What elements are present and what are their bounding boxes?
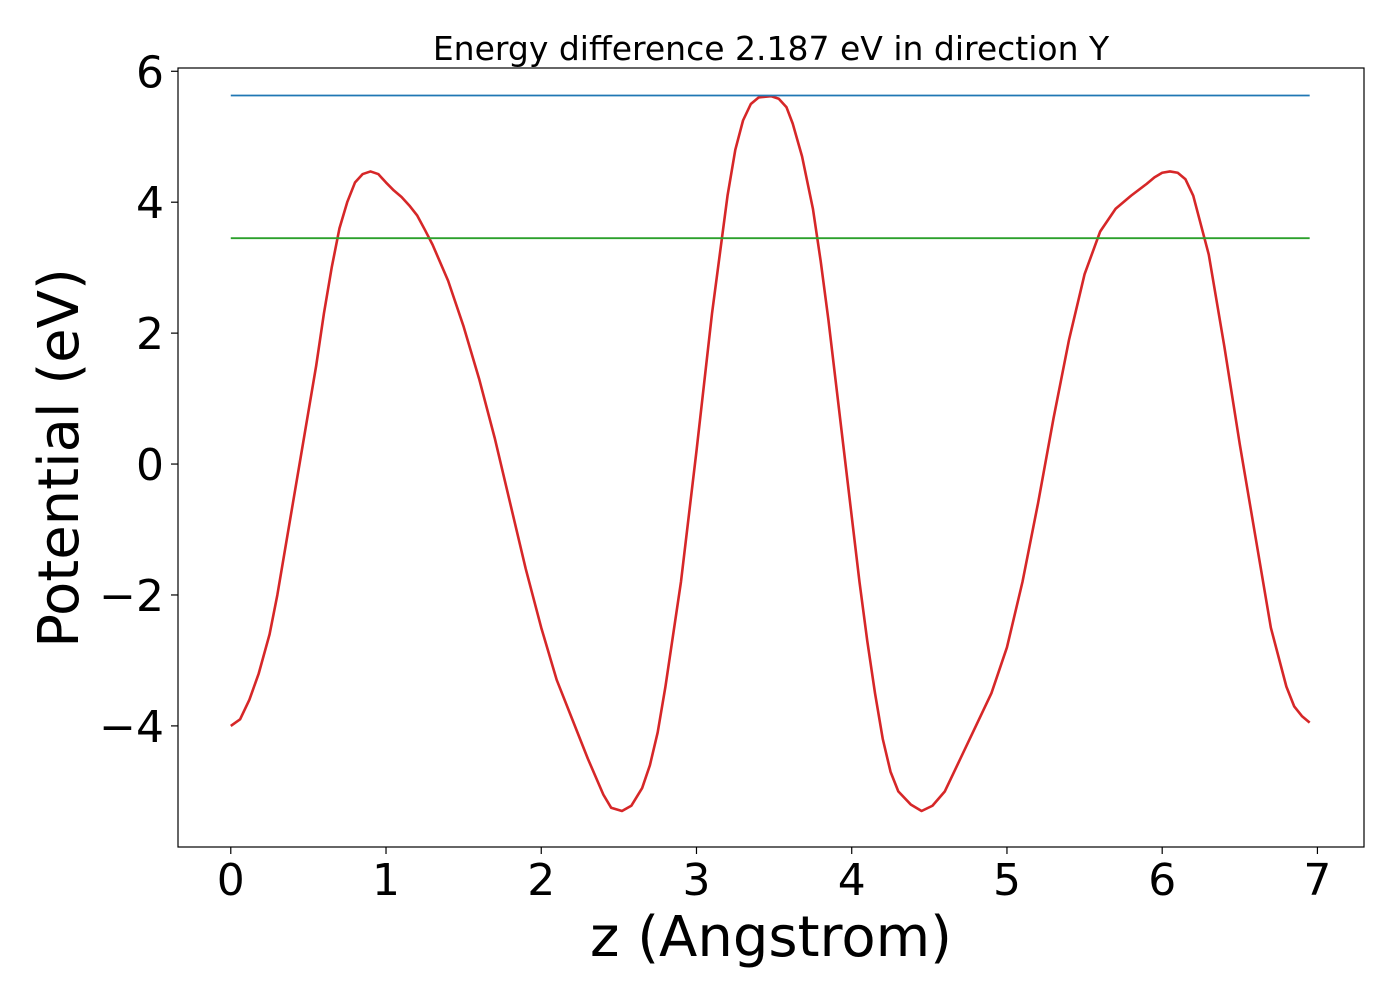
x-axis: 0 1 2 3 4 5 6 7 <box>217 847 1331 906</box>
x-tick-label: 5 <box>993 855 1021 906</box>
series-layer <box>230 94 1311 813</box>
plot-frame <box>177 67 1365 848</box>
y-tick-label: 2 <box>136 309 164 360</box>
x-tick-label: 3 <box>682 855 710 906</box>
x-tick-label: 4 <box>838 855 866 906</box>
y-axis-label: Potential (eV) <box>27 268 92 648</box>
chart-title: Energy difference 2.187 eV in direction … <box>433 29 1110 68</box>
y-tick-label: 4 <box>136 178 164 229</box>
x-tick-label: 7 <box>1303 855 1331 906</box>
x-tick-label: 6 <box>1148 855 1176 906</box>
y-tick-label: −2 <box>99 571 164 622</box>
potential-curve-0 <box>230 94 1311 813</box>
x-axis-label: z (Angstrom) <box>590 905 952 970</box>
y-tick-label: −4 <box>99 702 164 753</box>
x-tick-label: 2 <box>527 855 555 906</box>
y-tick-label: 6 <box>136 47 164 98</box>
x-tick-label: 1 <box>372 855 400 906</box>
y-tick-label: 0 <box>136 440 164 491</box>
x-tick-label: 0 <box>217 855 245 906</box>
y-axis: −4 −2 0 2 4 6 <box>99 47 178 753</box>
